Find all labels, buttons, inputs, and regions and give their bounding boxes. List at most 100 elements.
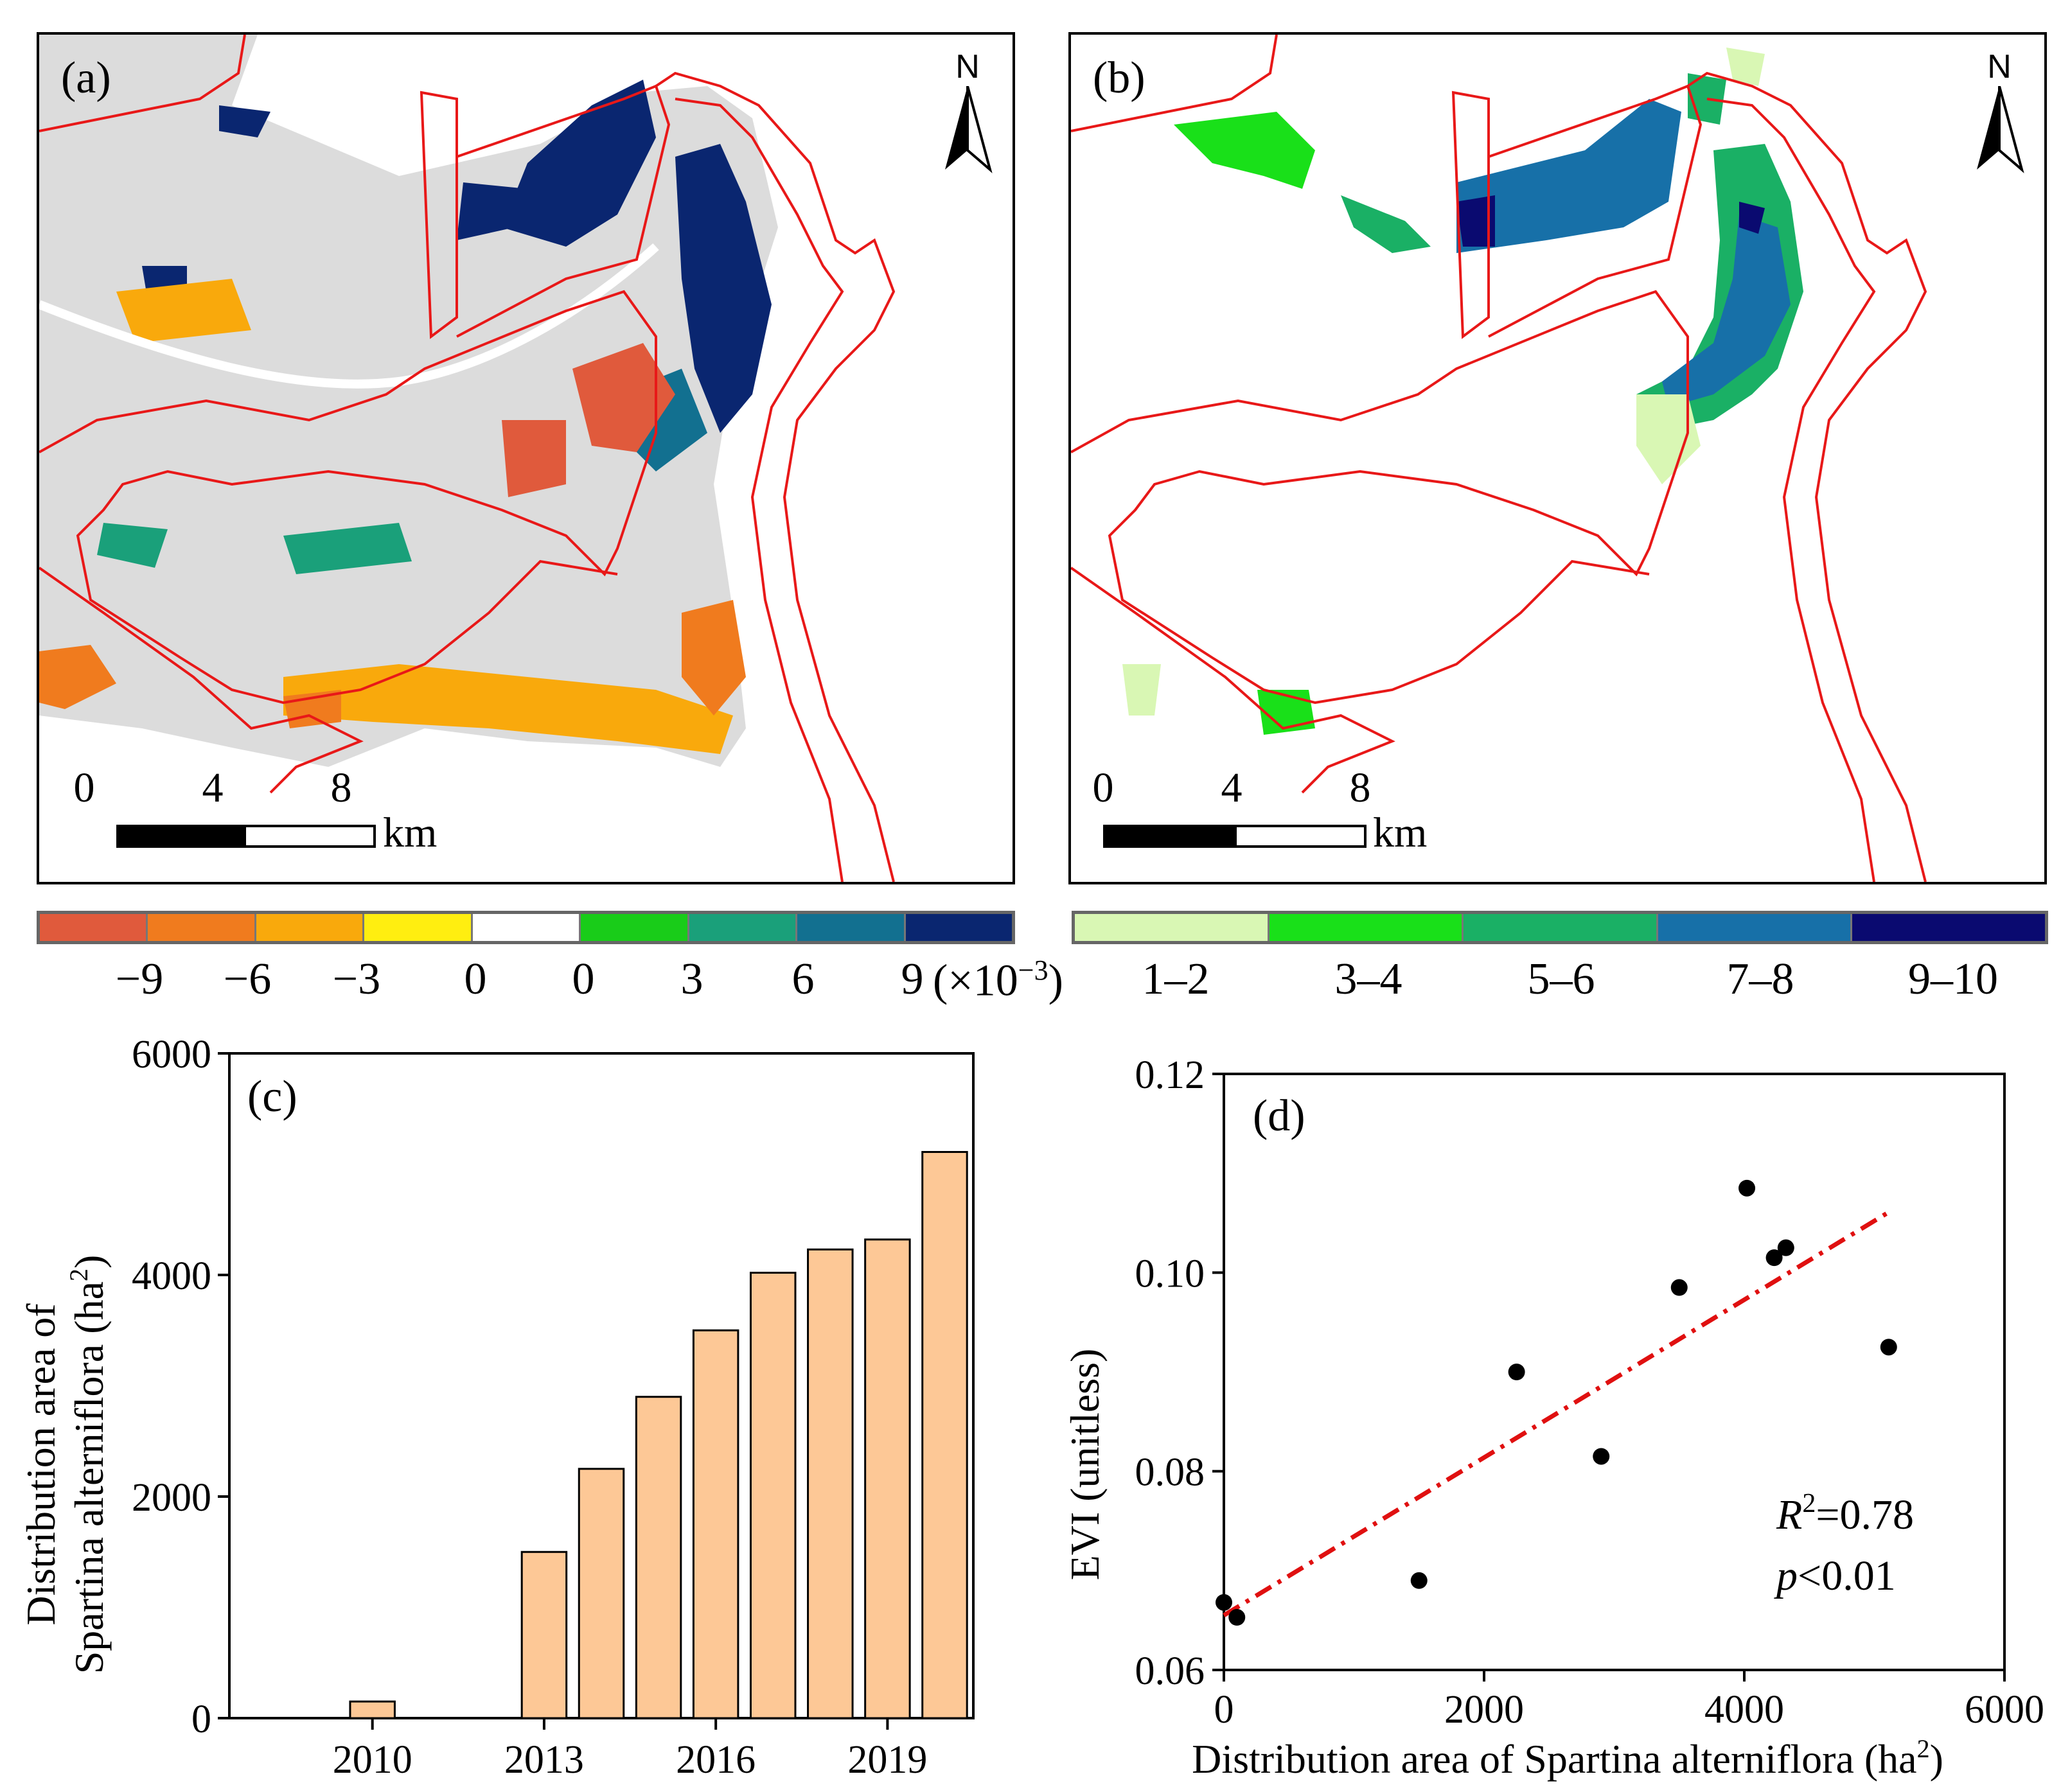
- map-b-patch-navy: [1456, 195, 1495, 247]
- chart-d-ticks: 0.06 0.08 0.10 0.12 0 2000 4000 6000: [1135, 1053, 2045, 1732]
- map-a-scale-bar: 0 4 8 km: [74, 764, 438, 860]
- fit-line: [1223, 1211, 1889, 1617]
- legend-a-swatch: [364, 914, 473, 941]
- map-a-patch-navy: [502, 80, 656, 247]
- bar-2018: [807, 1248, 854, 1719]
- chart-d-axes: [1223, 1073, 2006, 1671]
- map-b-patch-light: [1122, 664, 1161, 716]
- chart-d-fit: [1223, 1211, 1889, 1617]
- legend-a-label: −9: [115, 954, 164, 1004]
- scale-tick: 0: [73, 764, 95, 811]
- legend-b-label: 7–8: [1726, 954, 1794, 1004]
- legend-a-label: 3: [680, 954, 703, 1004]
- scatter-chart-d: 0.06 0.08 0.10 0.12 0 2000 4000 6000 (d) R2=0.7…: [1062, 1053, 2045, 1782]
- scale-bar-white: [243, 825, 376, 848]
- legend-b-label: 3–4: [1334, 954, 1402, 1004]
- scatter-point: [1508, 1364, 1525, 1380]
- bar-2016: [692, 1329, 739, 1719]
- legend-b-label: 1–2: [1142, 954, 1210, 1004]
- y-tick-label: 0.08: [1135, 1451, 1205, 1495]
- y-tick-label: 6000: [132, 1033, 211, 1076]
- chart-d-ylabel: EVI (unitless): [1062, 1349, 1108, 1581]
- scatter-point: [1670, 1279, 1688, 1296]
- legend-b-swatch: [1658, 914, 1853, 941]
- bar-2020: [921, 1151, 968, 1719]
- bar-2010: [349, 1700, 396, 1719]
- scatter-point: [1593, 1448, 1610, 1465]
- scatter-point: [1216, 1594, 1232, 1611]
- legend-b-swatch: [1075, 914, 1269, 941]
- scale-unit: km: [383, 809, 438, 856]
- map-a-boundaries: [39, 35, 896, 882]
- map-a-patch-orange: [39, 645, 116, 709]
- legend-a-swatch: [797, 914, 906, 941]
- chart-d-p: p<0.01: [1774, 1552, 1896, 1599]
- x-tick-label: 2013: [504, 1738, 584, 1782]
- x-tick-label: 0: [1214, 1688, 1234, 1732]
- x-tick-label: 4000: [1704, 1688, 1784, 1732]
- map-panel-b: (b) N 0 4 8 km: [1068, 32, 2047, 884]
- map-b-patch-green: [1174, 112, 1315, 189]
- x-tick-label: 2000: [1444, 1688, 1524, 1732]
- scatter-point: [1880, 1339, 1897, 1356]
- bar-2017: [749, 1272, 797, 1719]
- scale-tick: 0: [1092, 764, 1114, 811]
- map-b-north-arrow: N: [1970, 48, 2028, 176]
- map-a-patch-navy: [675, 144, 772, 433]
- legend-a-swatch: [40, 914, 148, 941]
- map-a-patch-red: [502, 420, 566, 497]
- scatter-point: [1228, 1609, 1246, 1626]
- scatter-point: [1777, 1239, 1794, 1256]
- scale-tick: 8: [1349, 764, 1371, 811]
- legend-a-swatch: [581, 914, 689, 941]
- legend-a-swatch: [256, 914, 365, 941]
- map-panel-a: (a) N 0 4 8 km: [37, 32, 1015, 884]
- y-tick-label: 0: [191, 1698, 211, 1741]
- scale-bar-black: [1103, 825, 1235, 848]
- map-a-panel-label: (a): [61, 53, 111, 103]
- legend-a-colorbar: [37, 911, 1015, 944]
- x-tick-label: 2010: [333, 1738, 412, 1782]
- map-b-graphic: [1071, 35, 1927, 882]
- chart-c-ticks: 0 2000 4000 6000 2010 2013 2016 2019: [132, 1033, 927, 1782]
- legend-a-label: 0: [464, 954, 487, 1004]
- bar-2019: [864, 1238, 911, 1719]
- legend-a-label: 6: [792, 954, 815, 1004]
- scale-tick: 8: [330, 764, 352, 811]
- legend-b-swatch: [1269, 914, 1464, 941]
- legend-b-swatch: [1852, 914, 2045, 941]
- y-tick-label: 0.12: [1135, 1053, 1205, 1097]
- bar-2014: [578, 1468, 625, 1719]
- legend-b-label: 5–6: [1527, 954, 1595, 1004]
- map-a-north-arrow: N: [939, 48, 996, 176]
- scale-unit: km: [1373, 809, 1428, 856]
- scatter-point: [1410, 1572, 1428, 1589]
- y-tick-label: 4000: [132, 1254, 211, 1298]
- map-a-patch-orange: [682, 600, 746, 716]
- scale-tick: 4: [202, 764, 224, 811]
- legend-b-swatch: [1464, 914, 1658, 941]
- map-a-graphic: [39, 35, 896, 882]
- x-tick-label: 2019: [847, 1738, 927, 1782]
- scale-bar-white: [1234, 825, 1367, 848]
- scale-tick: 4: [1221, 764, 1243, 811]
- y-tick-label: 0.10: [1135, 1252, 1205, 1296]
- scale-bar-black: [116, 825, 245, 848]
- map-a-patch-red: [572, 343, 675, 452]
- bar-2015: [635, 1396, 682, 1719]
- chart-c-ylabel-line2: Spartina alterniflora (ha2): [64, 1255, 112, 1674]
- map-a-patch-green: [283, 523, 412, 574]
- north-label: N: [955, 48, 980, 85]
- map-b-patch-teal: [1341, 195, 1431, 253]
- y-tick-label: 0.06: [1135, 1649, 1205, 1693]
- chart-c-bars: [349, 1151, 968, 1719]
- map-a-patch-navy: [457, 182, 527, 240]
- legend-b-colorbar: [1072, 911, 2048, 944]
- legend-a-label: −6: [223, 954, 272, 1004]
- chart-c-panel-label: (c): [247, 1072, 297, 1121]
- bar-chart-c: 0 2000 4000 6000 2010 2013 2016 2019 (c) Distri…: [18, 1033, 975, 1782]
- map-b-patch-blue: [1456, 99, 1681, 253]
- chart-d-points: [1216, 1179, 1897, 1626]
- north-arrow-icon: [1977, 85, 2024, 173]
- map-b-patch-blue: [1662, 215, 1791, 407]
